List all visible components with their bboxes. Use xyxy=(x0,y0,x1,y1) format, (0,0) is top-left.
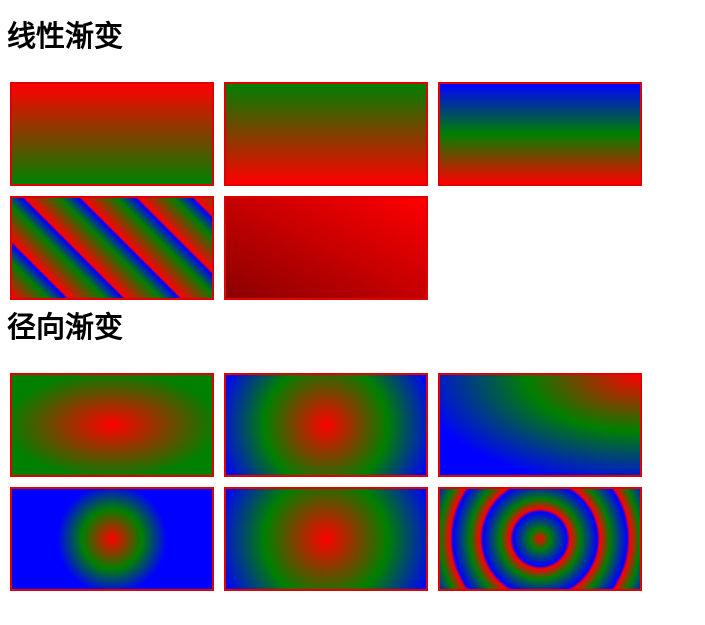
linear-gradient-red-to-green xyxy=(10,82,214,186)
linear-gradient-heading: 线性渐变 xyxy=(7,19,124,53)
linear-gradient-green-to-red xyxy=(224,82,428,186)
linear-gradient-darkred-to-red-diagonal xyxy=(224,196,428,300)
linear-gradient-blue-green-red xyxy=(438,82,642,186)
radial-gradient-corner-red-green-blue xyxy=(438,373,642,477)
repeating-linear-gradient-diagonal-stripes xyxy=(10,196,214,300)
radial-gradient-circle-red-green-blue-2 xyxy=(224,487,428,591)
radial-gradient-small-circle-on-blue xyxy=(10,487,214,591)
radial-gradient-circle-red-green-blue xyxy=(224,373,428,477)
radial-gradient-heading: 径向渐变 xyxy=(7,310,124,344)
repeating-radial-gradient-rings xyxy=(438,487,642,591)
radial-gradient-ellipse-red-green xyxy=(10,373,214,477)
